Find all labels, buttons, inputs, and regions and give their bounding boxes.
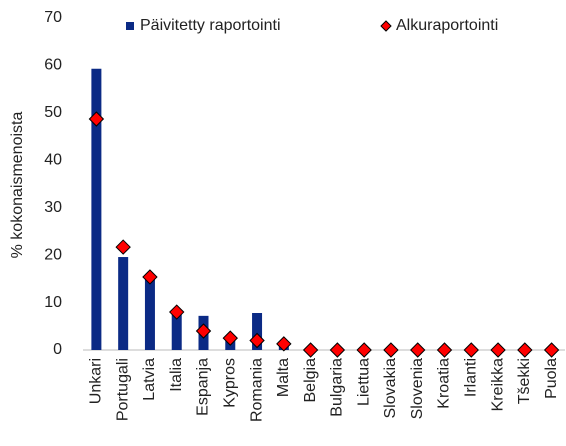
x-tick-label: Liettua (355, 358, 372, 406)
y-tick-label: 60 (44, 57, 62, 74)
x-tick-label: Italia (168, 358, 185, 392)
diamond-marker (463, 342, 479, 358)
y-tick-label: 30 (44, 199, 62, 216)
diamond-marker (276, 336, 292, 352)
legend-label: Päivitetty raportointi (140, 17, 281, 34)
diamond-marker (195, 323, 212, 339)
x-tick-label: Latvia (141, 358, 158, 401)
x-tick-label: Malta (275, 358, 292, 397)
x-tick-label: Kreikka (489, 358, 506, 411)
legend-label: Alkuraportointi (396, 17, 498, 34)
legend-swatch (380, 20, 392, 32)
x-tick-label: Espanja (195, 358, 212, 416)
x-tick-label: Belgia (302, 358, 319, 403)
bar (171, 312, 182, 350)
y-tick-label: 50 (44, 104, 62, 121)
bar (91, 68, 102, 351)
y-tick-label: 70 (44, 9, 62, 26)
diamond-marker (436, 342, 453, 358)
x-tick-label: Romania (248, 358, 265, 422)
diamond-marker (115, 239, 131, 255)
diamond-marker (88, 111, 105, 127)
bar (252, 313, 263, 350)
diamond-marker (490, 342, 506, 358)
y-tick-label: 40 (44, 152, 62, 169)
diamond-marker (142, 269, 158, 285)
x-tick-label: Kroatia (436, 358, 453, 409)
diamond-marker (302, 342, 319, 358)
y-tick-label: 20 (44, 246, 62, 263)
x-tick-label: Kypros (221, 358, 238, 408)
y-tick-label: 0 (53, 341, 62, 358)
diamond-marker (249, 332, 265, 349)
x-tick-label: Portugali (114, 358, 131, 421)
x-tick-label: Slovenia (409, 358, 426, 419)
diamond-marker (543, 342, 560, 358)
x-tick-label: Tšekki (516, 358, 533, 404)
y-tick-label: 10 (44, 294, 62, 311)
x-tick-label: Irlanti (462, 358, 479, 397)
diamond-marker (383, 342, 399, 358)
diamond-marker (517, 342, 533, 358)
diamond-marker (329, 342, 346, 358)
x-tick-label: Bulgaria (329, 358, 346, 417)
diamond-marker (356, 342, 372, 358)
diamond-marker (222, 330, 238, 346)
legend-swatch (126, 22, 134, 30)
bar (144, 278, 155, 350)
x-tick-label: Puola (543, 358, 560, 399)
diamond-marker (169, 304, 185, 320)
x-tick-label: Unkari (88, 358, 105, 404)
y-axis-label: % kokonaismenoista (9, 112, 26, 259)
diamond-marker (410, 342, 426, 358)
x-tick-label: Slovakia (382, 358, 399, 419)
bar (118, 257, 129, 350)
